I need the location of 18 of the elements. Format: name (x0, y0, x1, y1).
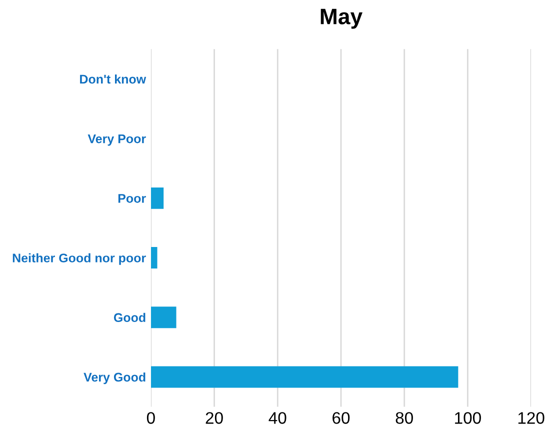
y-tick-label: Good (114, 312, 146, 322)
x-tick-label: 100 (455, 412, 481, 424)
x-tick-label: 60 (332, 412, 350, 424)
y-tick-label: Don't know (80, 74, 146, 84)
y-tick-label: Very Good (84, 372, 146, 384)
x-tick-label: 20 (206, 412, 223, 424)
x-tick-label: 40 (268, 412, 286, 424)
bar (150, 366, 458, 388)
chart-title: May (320, 8, 362, 29)
bar (150, 306, 176, 328)
y-tick-label: Neither Good nor poor (12, 253, 146, 265)
bar (150, 187, 164, 209)
x-tick-label: 120 (518, 412, 544, 424)
x-tick-label: 0 (146, 412, 155, 424)
y-tick-label: Very Poor (88, 134, 146, 146)
x-tick-label: 80 (396, 412, 413, 424)
bar (150, 247, 158, 268)
y-tick-label: Poor (118, 194, 146, 203)
